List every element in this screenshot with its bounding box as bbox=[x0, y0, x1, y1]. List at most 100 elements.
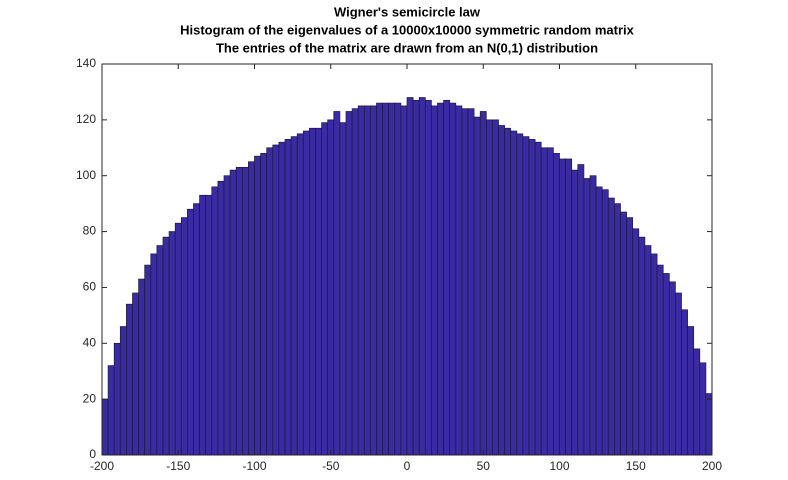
chart-title: The entries of the matrix are drawn from… bbox=[216, 40, 598, 55]
bar bbox=[126, 303, 133, 456]
bar bbox=[290, 136, 298, 456]
bar bbox=[656, 264, 664, 456]
bar bbox=[626, 217, 634, 456]
x-tick-label: -50 bbox=[322, 459, 340, 473]
bar bbox=[443, 99, 451, 456]
bar bbox=[107, 365, 115, 456]
bar bbox=[315, 127, 322, 456]
bar bbox=[351, 108, 359, 456]
bar bbox=[339, 122, 347, 456]
bar bbox=[162, 236, 170, 456]
bar bbox=[595, 186, 603, 456]
y-tick-label: 120 bbox=[76, 112, 96, 126]
bar bbox=[278, 141, 286, 456]
bar bbox=[168, 231, 176, 456]
bar bbox=[119, 326, 127, 456]
bar bbox=[437, 102, 444, 456]
bar bbox=[620, 211, 627, 456]
x-tick-label: 100 bbox=[549, 459, 569, 473]
y-tick-label: 100 bbox=[76, 168, 96, 182]
bar bbox=[241, 166, 249, 456]
bar bbox=[492, 119, 499, 456]
bar bbox=[461, 108, 469, 456]
bar bbox=[668, 281, 676, 456]
x-tick-label: 0 bbox=[404, 459, 411, 473]
bar bbox=[357, 105, 365, 456]
bar bbox=[455, 105, 463, 456]
bar bbox=[193, 203, 200, 456]
bar bbox=[449, 102, 457, 456]
bar bbox=[180, 217, 188, 456]
bar bbox=[113, 342, 121, 456]
bar bbox=[156, 245, 164, 456]
chart-title: Histogram of the eigenvalues of a 10000x… bbox=[180, 22, 635, 37]
bar bbox=[418, 97, 426, 456]
bar bbox=[681, 309, 688, 456]
y-tick-label: 80 bbox=[83, 224, 97, 238]
x-tick-label: -100 bbox=[242, 459, 266, 473]
chart-title: Wigner's semicircle law bbox=[334, 4, 481, 19]
bar bbox=[693, 348, 701, 456]
bar bbox=[559, 158, 566, 456]
bar bbox=[229, 169, 237, 456]
bar bbox=[406, 97, 414, 456]
bar bbox=[412, 99, 420, 456]
bar bbox=[376, 102, 383, 456]
x-tick-label: 200 bbox=[702, 459, 722, 473]
bar bbox=[333, 111, 341, 456]
bar bbox=[607, 197, 615, 456]
bar bbox=[248, 161, 255, 456]
bar bbox=[540, 147, 548, 456]
y-tick-label: 20 bbox=[83, 391, 97, 405]
bar bbox=[546, 147, 554, 456]
bar bbox=[132, 292, 139, 456]
bar bbox=[400, 105, 408, 456]
bar bbox=[284, 139, 292, 456]
bar bbox=[705, 393, 713, 456]
bar bbox=[589, 175, 597, 456]
bar bbox=[382, 102, 390, 456]
bar bbox=[431, 105, 438, 456]
y-tick-label: 40 bbox=[83, 335, 97, 349]
bar bbox=[217, 180, 225, 456]
x-tick-label: -150 bbox=[166, 459, 190, 473]
bar bbox=[272, 144, 280, 456]
bar bbox=[254, 155, 261, 456]
bar bbox=[211, 186, 219, 456]
bar bbox=[388, 102, 396, 456]
bar bbox=[394, 102, 402, 456]
bar bbox=[504, 127, 512, 456]
bar bbox=[675, 292, 682, 456]
bar bbox=[138, 278, 146, 456]
bar bbox=[614, 203, 621, 456]
x-tick-label: -200 bbox=[90, 459, 114, 473]
bar bbox=[601, 189, 609, 456]
bar bbox=[638, 236, 646, 456]
bar bbox=[327, 119, 335, 456]
bar bbox=[199, 194, 207, 456]
bar bbox=[345, 111, 353, 456]
bar bbox=[467, 108, 475, 456]
bar bbox=[101, 398, 109, 456]
bar bbox=[150, 253, 158, 456]
bar bbox=[662, 273, 670, 456]
y-tick-label: 140 bbox=[76, 56, 96, 70]
bar bbox=[528, 139, 536, 456]
bar bbox=[473, 116, 481, 456]
y-tick-label: 0 bbox=[89, 447, 96, 461]
bar bbox=[174, 222, 182, 456]
bar bbox=[205, 194, 213, 456]
y-tick-label: 60 bbox=[83, 280, 97, 294]
bar bbox=[424, 99, 432, 456]
bar bbox=[644, 245, 652, 456]
bar bbox=[699, 362, 707, 456]
bar bbox=[296, 133, 304, 456]
bar bbox=[485, 119, 493, 456]
bar bbox=[498, 125, 505, 456]
bar bbox=[187, 208, 194, 456]
bar bbox=[534, 141, 542, 456]
bar bbox=[577, 164, 585, 456]
x-tick-label: 150 bbox=[626, 459, 646, 473]
